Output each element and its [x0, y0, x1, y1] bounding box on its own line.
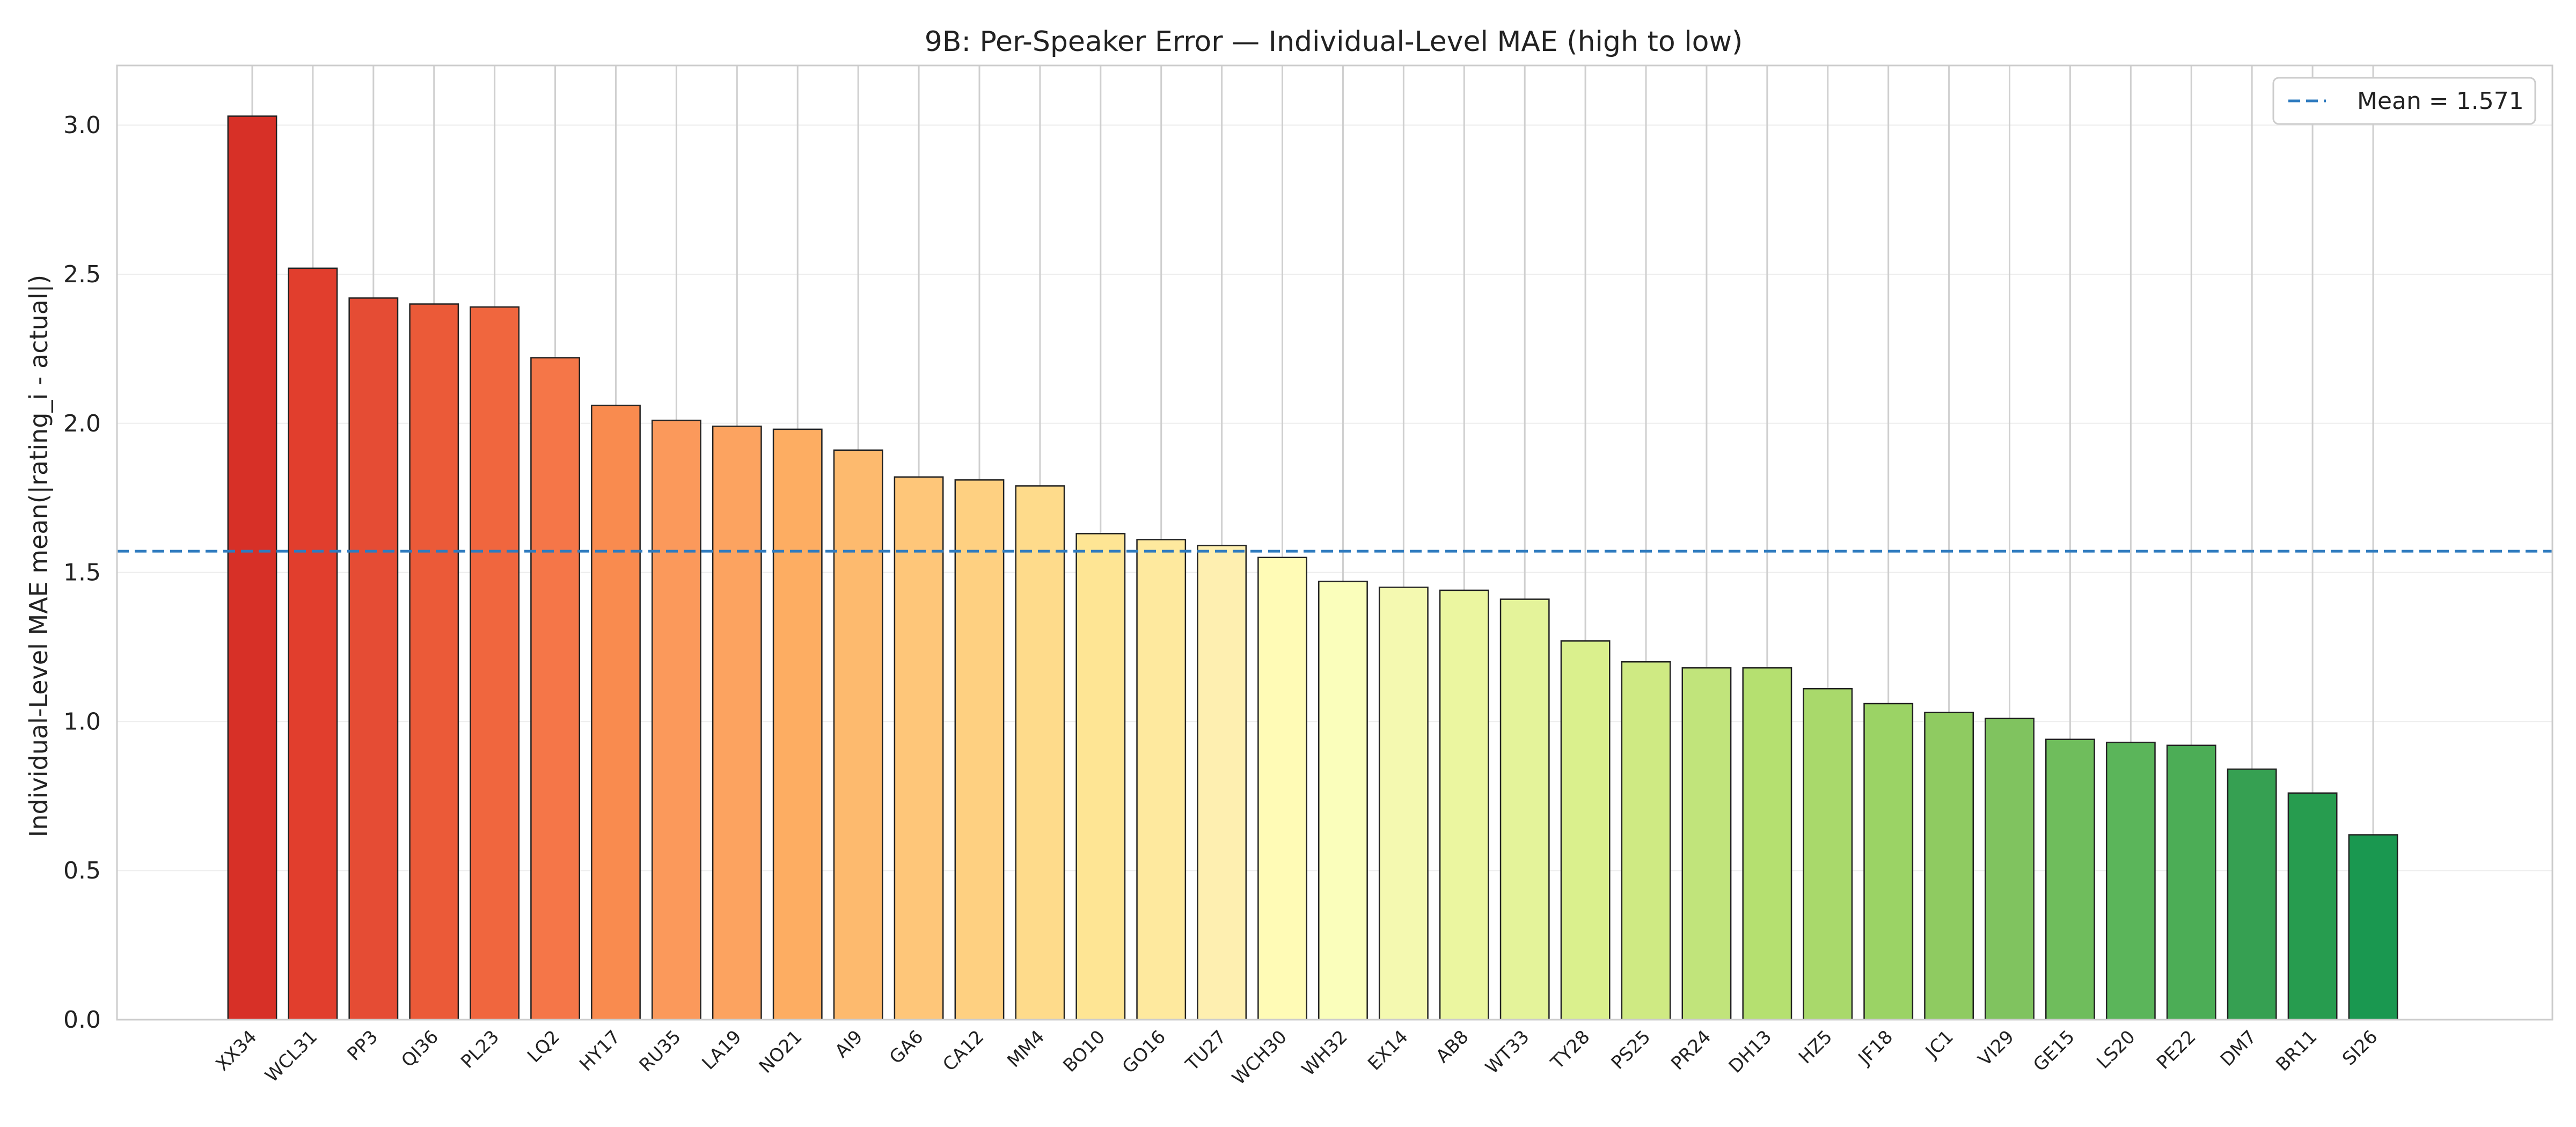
y-axis-ticks: 0.0 0.5 1.0 1.5 2.0 2.5 3.0 — [63, 112, 101, 1034]
bar-ls20 — [2105, 742, 2156, 1021]
bar-hy17 — [591, 405, 641, 1021]
bar-lq2 — [530, 357, 580, 1021]
y-tick-label: 0.0 — [63, 1006, 101, 1034]
bar-la19 — [712, 426, 762, 1021]
bar-hz5 — [1803, 688, 1853, 1021]
chart-title: 9B: Per-Speaker Error — Individual-Level… — [925, 26, 1743, 58]
bars — [227, 115, 2398, 1021]
bar-no21 — [772, 428, 823, 1021]
bar-dh13 — [1742, 667, 1792, 1021]
legend-mean-label: Mean = 1.571 — [2357, 87, 2524, 115]
bar-xx34 — [227, 115, 277, 1021]
bar-ai9 — [833, 449, 883, 1021]
bar-ab8 — [1439, 589, 1489, 1021]
bar-ge15 — [2045, 738, 2095, 1021]
bar-mm4 — [1015, 485, 1065, 1021]
y-tick-label: 2.0 — [63, 410, 101, 437]
bar-pr24 — [1681, 667, 1732, 1021]
bar-pp3 — [348, 297, 399, 1021]
bar-ty28 — [1560, 640, 1611, 1021]
y-tick-label: 2.5 — [63, 261, 101, 288]
bar-wcl31 — [288, 267, 338, 1021]
bar-vi29 — [1985, 718, 2035, 1021]
bar-ca12 — [954, 479, 1005, 1021]
legend-box — [2272, 77, 2536, 125]
bar-wt33 — [1499, 598, 1550, 1021]
plot-frame — [116, 64, 2553, 1021]
y-tick-label: 1.5 — [63, 559, 101, 587]
y-tick-label: 3.0 — [63, 112, 101, 139]
bar-pe22 — [2166, 744, 2216, 1021]
bar-jc1 — [1924, 712, 1974, 1021]
bar-br11 — [2287, 792, 2338, 1021]
y-axis-label: Individual-Level MAE mean(|rating_i - ac… — [24, 275, 54, 837]
legend: Mean = 1.571 — [2272, 77, 2536, 125]
y-tick-label: 0.5 — [63, 857, 101, 884]
bar-ru35 — [651, 419, 701, 1021]
bar-ga6 — [894, 476, 944, 1021]
bar-wch30 — [1257, 557, 1307, 1021]
bar-qi36 — [409, 303, 459, 1021]
bar-bo10 — [1075, 533, 1126, 1021]
bar-pl23 — [470, 306, 520, 1021]
bar-tu27 — [1197, 545, 1247, 1021]
bar-ps25 — [1621, 661, 1671, 1021]
bar-ex14 — [1378, 587, 1429, 1021]
y-tick-label: 1.0 — [63, 708, 101, 735]
bar-go16 — [1136, 539, 1187, 1021]
bar-si26 — [2348, 834, 2398, 1021]
bar-wh32 — [1318, 580, 1368, 1021]
bar-jf18 — [1863, 702, 1914, 1021]
bar-dm7 — [2227, 769, 2277, 1021]
